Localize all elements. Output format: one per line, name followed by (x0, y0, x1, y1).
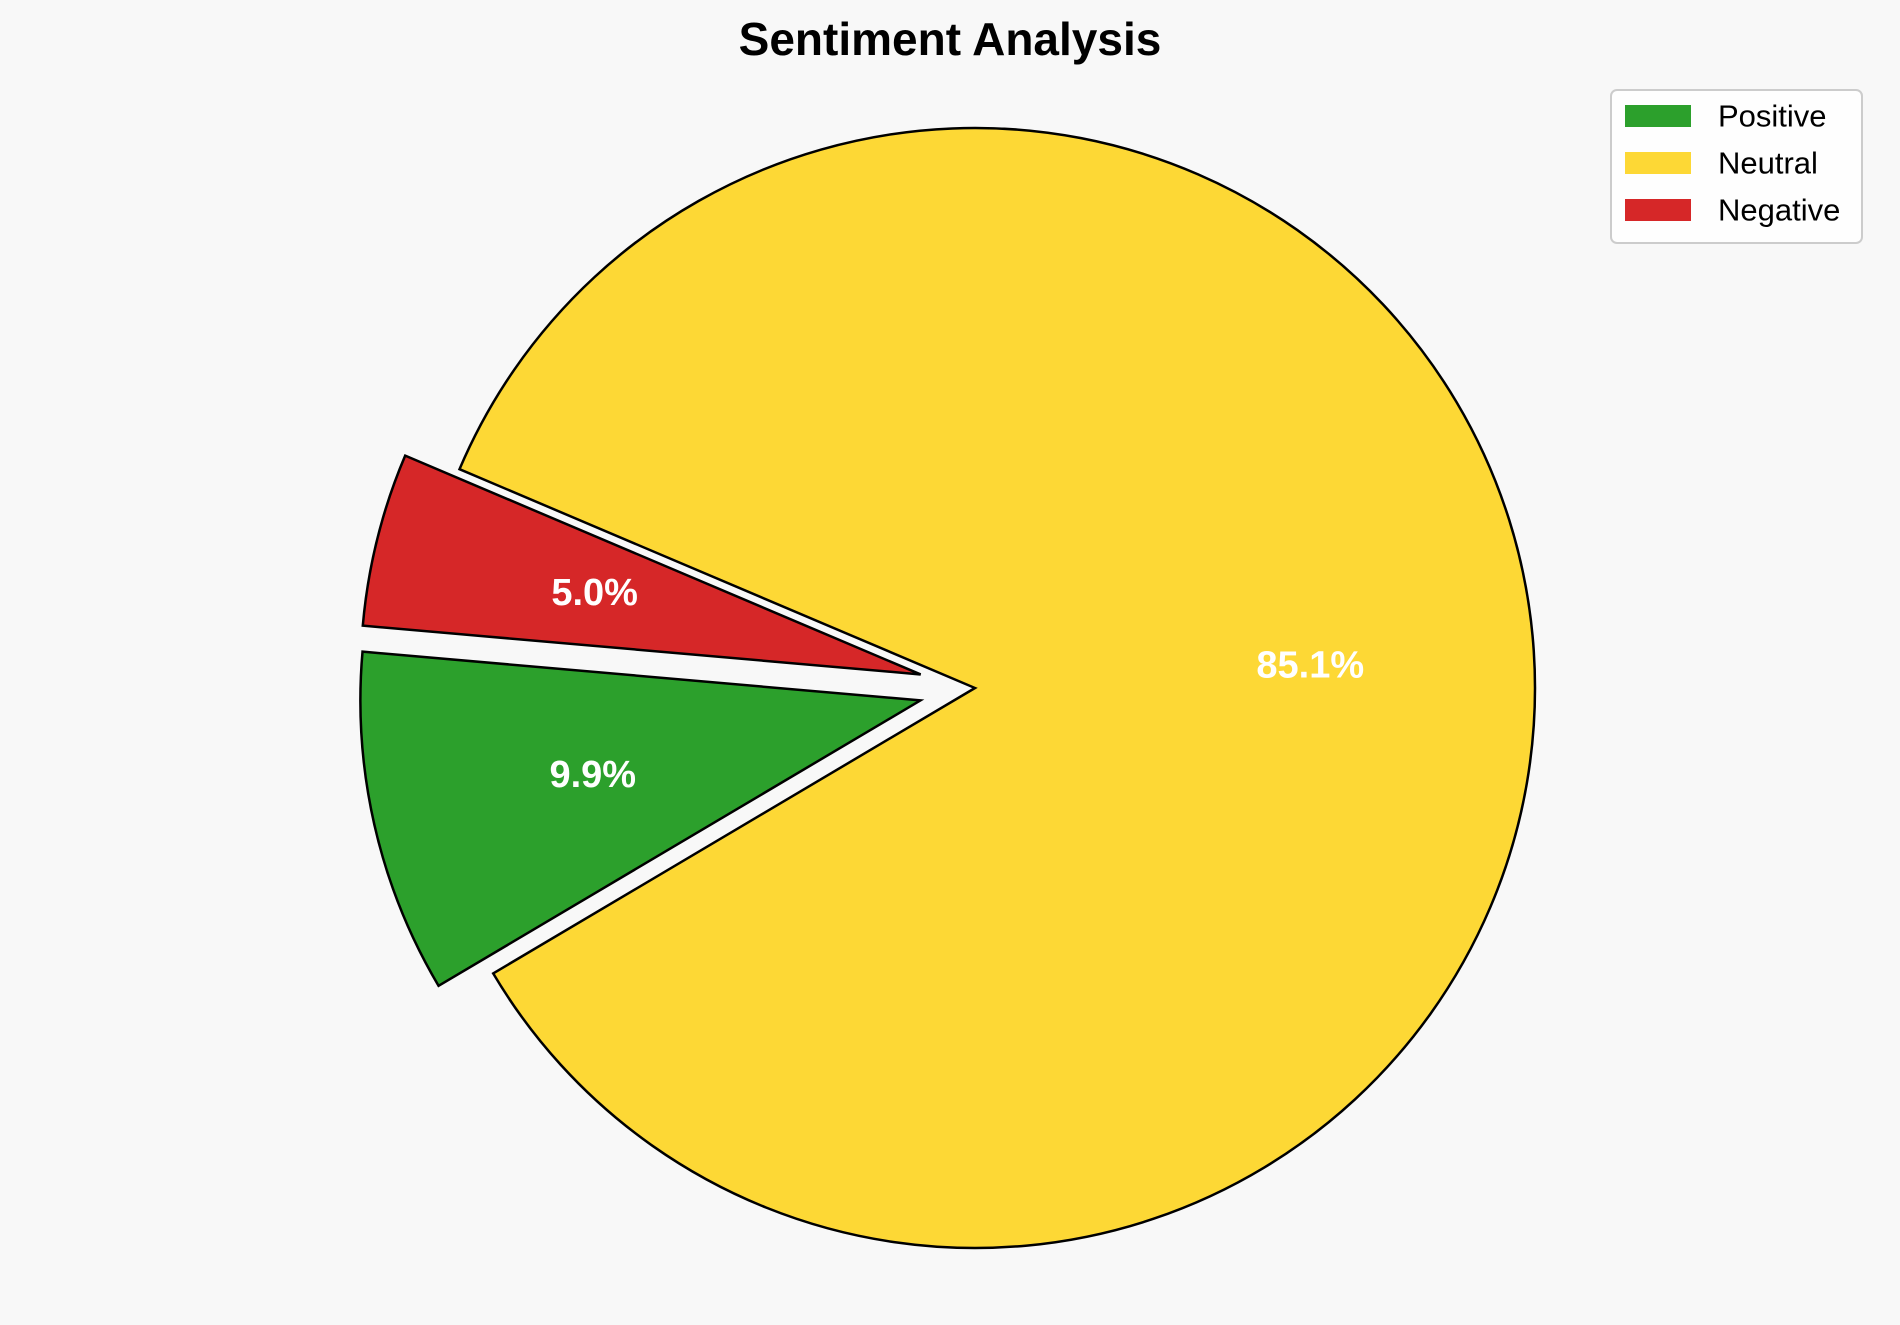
pie-slice-positive (359, 650, 925, 988)
legend-entries: Positive Neutral Negative (1625, 99, 1840, 228)
legend-label-neutral: Neutral (1718, 146, 1818, 181)
pie-slice-neutral (457, 126, 1537, 1250)
legend: Positive Neutral Negative (1610, 89, 1863, 244)
pie-slices (359, 126, 1537, 1250)
legend-label-negative: Negative (1718, 193, 1840, 228)
legend-swatch-positive (1625, 105, 1691, 127)
legend-label-positive: Positive (1718, 99, 1827, 134)
chart-title: Sentiment Analysis (739, 13, 1162, 65)
slice-label-negative: 5.0% (551, 572, 638, 614)
slice-label-positive: 9.9% (549, 754, 636, 796)
pie-slice-negative (361, 454, 922, 676)
slice-label-neutral: 85.1% (1256, 645, 1364, 687)
pie-labels: 9.9% 85.1% 5.0% (549, 572, 1364, 796)
legend-swatch-neutral (1625, 152, 1691, 174)
legend-swatch-negative (1625, 199, 1691, 221)
